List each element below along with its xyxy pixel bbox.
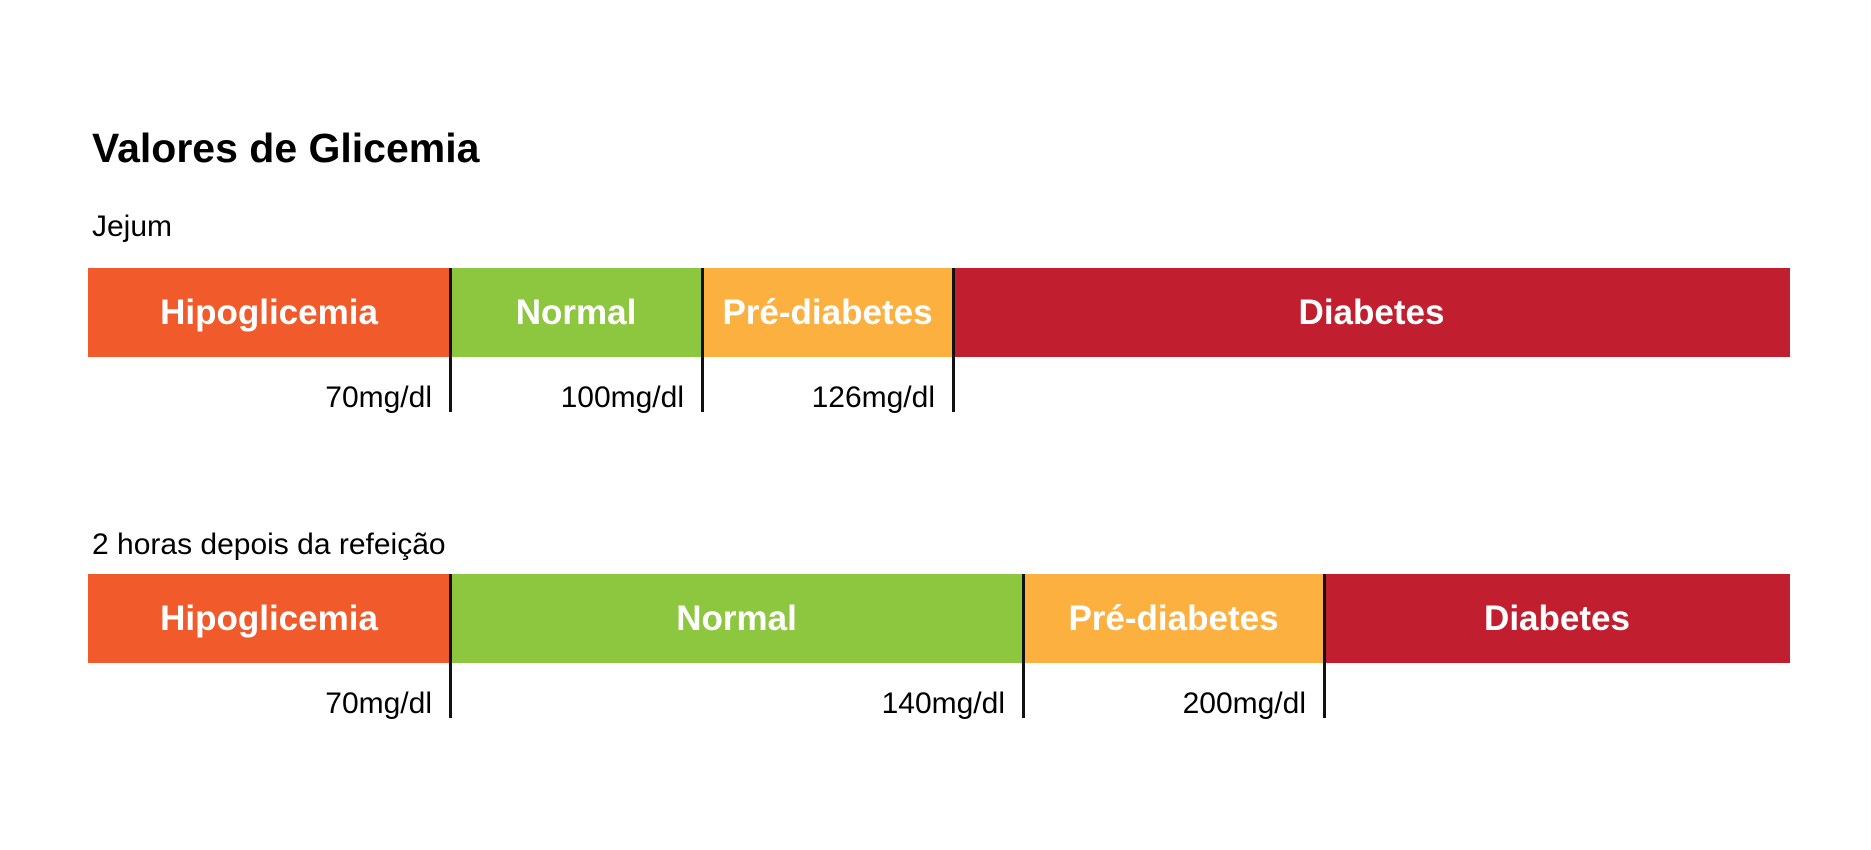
threshold-label: 100mg/dl xyxy=(560,381,684,414)
threshold-divider xyxy=(449,268,452,412)
threshold-divider xyxy=(701,268,704,412)
threshold-divider xyxy=(1022,574,1025,718)
threshold-label: 126mg/dl xyxy=(811,381,935,414)
threshold-label: 200mg/dl xyxy=(1182,687,1306,720)
threshold-label: 70mg/dl xyxy=(325,381,432,414)
post-meal-label: 2 horas depois da refeição xyxy=(92,528,446,561)
band-hypoglycemia: Hipoglicemia xyxy=(88,574,450,663)
band-diabetes: Diabetes xyxy=(1324,574,1790,663)
post-meal-scale: Hipoglicemia Normal Pré-diabetes Diabete… xyxy=(88,574,1790,720)
band-hypoglycemia: Hipoglicemia xyxy=(88,268,450,357)
fasting-label: Jejum xyxy=(92,210,173,243)
band-prediabetes: Pré-diabetes xyxy=(702,268,953,357)
threshold-divider xyxy=(952,268,955,412)
page-title: Valores de Glicemia xyxy=(92,125,480,171)
threshold-label: 140mg/dl xyxy=(881,687,1005,720)
fasting-scale: Hipoglicemia Normal Pré-diabetes Diabete… xyxy=(88,268,1790,414)
band-normal: Normal xyxy=(450,574,1023,663)
threshold-divider xyxy=(1323,574,1326,718)
threshold-label: 70mg/dl xyxy=(325,687,432,720)
band-normal: Normal xyxy=(450,268,702,357)
band-diabetes: Diabetes xyxy=(953,268,1790,357)
band-prediabetes: Pré-diabetes xyxy=(1023,574,1324,663)
threshold-divider xyxy=(449,574,452,718)
